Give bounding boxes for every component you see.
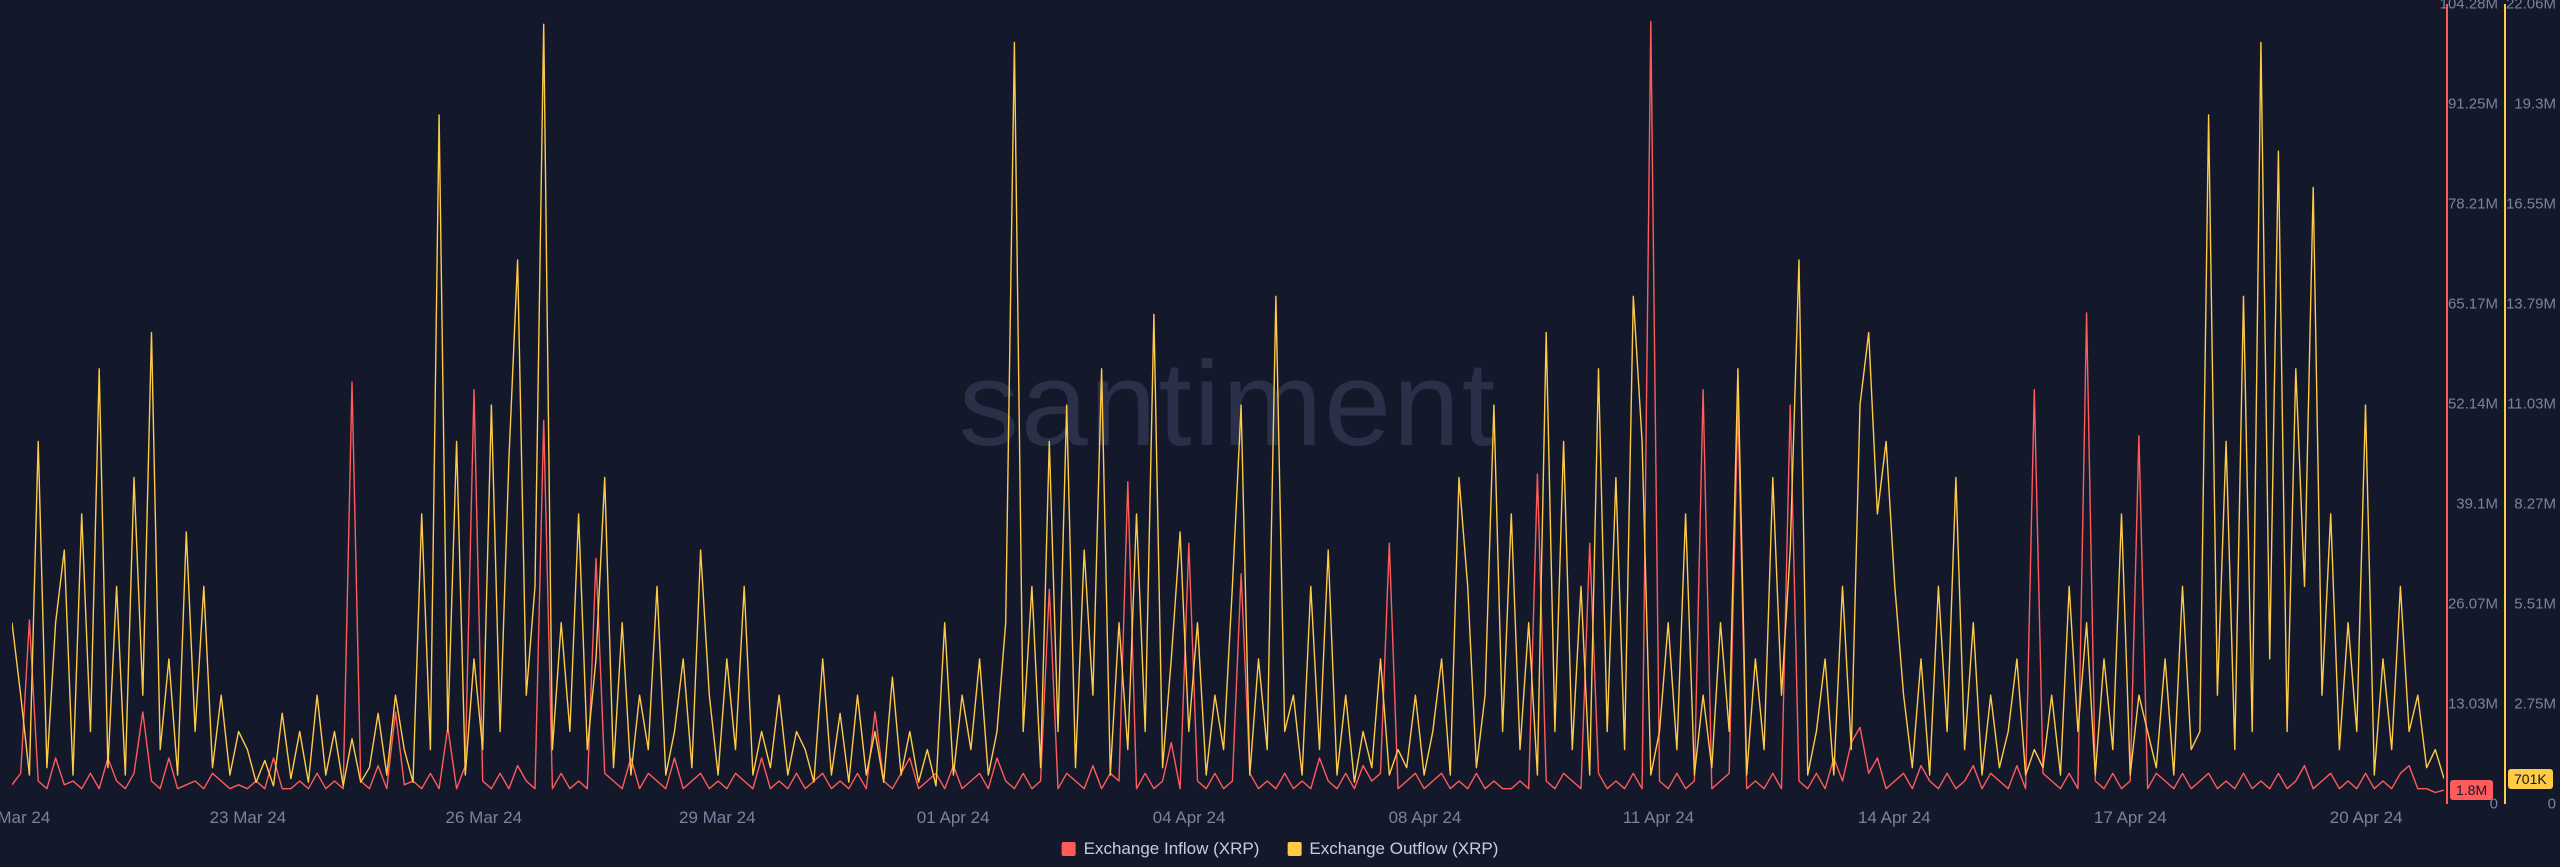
chart-legend: Exchange Inflow (XRP) Exchange Outflow (… [1062, 839, 1499, 859]
x-tick-label: 29 Mar 24 [679, 808, 756, 828]
y-tick-label: 16.55M [2506, 195, 2556, 212]
y-tick-label: 5.51M [2514, 596, 2556, 613]
x-tick-label: 17 Apr 24 [2094, 808, 2167, 828]
y-tick-label: 104.28M [2440, 0, 2498, 13]
chart-svg [12, 4, 2444, 804]
y-tick-label: 22.06M [2506, 0, 2556, 13]
y-tick-label: 13.79M [2506, 295, 2556, 312]
y-tick-label: 65.17M [2448, 296, 2498, 313]
x-tick-label: 01 Apr 24 [917, 808, 990, 828]
x-axis: 20 Mar 2423 Mar 2426 Mar 2429 Mar 2401 A… [12, 808, 2444, 828]
y-tick-label: 19.3M [2514, 96, 2556, 113]
y-axis-2-value-badge: 701K [2508, 769, 2553, 789]
y-tick-label: 52.14M [2448, 396, 2498, 413]
legend-label: Exchange Outflow (XRP) [1309, 839, 1498, 859]
x-tick-label: 04 Apr 24 [1153, 808, 1226, 828]
legend-swatch-outflow [1287, 842, 1301, 856]
y-tick-label: 91.25M [2448, 95, 2498, 112]
series-exchange-outflow-xrp- [12, 24, 2444, 786]
x-tick-label: 14 Apr 24 [1858, 808, 1931, 828]
y-tick-label: 0 [2548, 796, 2556, 813]
x-tick-label: 11 Apr 24 [1623, 808, 1695, 828]
y-tick-label: 26.07M [2448, 596, 2498, 613]
y-axis-2-border [2504, 4, 2506, 804]
legend-item-inflow[interactable]: Exchange Inflow (XRP) [1062, 839, 1260, 859]
legend-item-outflow[interactable]: Exchange Outflow (XRP) [1287, 839, 1498, 859]
x-tick-label: 26 Mar 24 [446, 808, 523, 828]
y-tick-label: 11.03M [2507, 396, 2556, 413]
x-tick-label: 08 Apr 24 [1389, 808, 1462, 828]
x-tick-label: 23 Mar 24 [210, 808, 287, 828]
x-tick-label: 20 Apr 24 [2330, 808, 2403, 828]
y-axis-2: 02.75M5.51M8.27M11.03M13.79M16.55M19.3M2… [2508, 4, 2560, 804]
y-axis-1: 013.03M26.07M39.1M52.14M65.17M78.21M91.2… [2450, 4, 2504, 804]
legend-swatch-inflow [1062, 842, 1076, 856]
y-axis-1-value-badge: 1.8M [2450, 780, 2493, 800]
legend-label: Exchange Inflow (XRP) [1084, 839, 1260, 859]
y-tick-label: 2.75M [2514, 696, 2556, 713]
x-tick-label: 20 Mar 24 [0, 808, 50, 828]
y-tick-label: 39.1M [2456, 496, 2498, 513]
chart-plot-area[interactable]: santiment [12, 4, 2444, 804]
y-tick-label: 8.27M [2514, 496, 2556, 513]
y-tick-label: 78.21M [2448, 196, 2498, 213]
y-tick-label: 13.03M [2448, 696, 2498, 713]
